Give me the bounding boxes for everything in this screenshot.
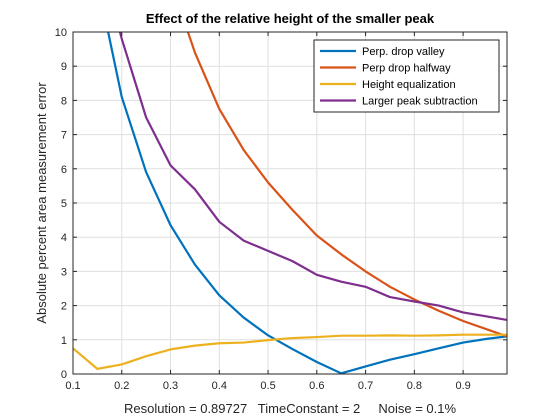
x-axis-label: Resolution = 0.89727 TimeConstant = 2 No… — [124, 401, 456, 416]
x-tick-label: 0.7 — [358, 380, 373, 392]
x-tick-label: 0.4 — [212, 380, 227, 392]
x-tick-label: 0.2 — [114, 380, 129, 392]
x-tick-label: 0.9 — [455, 380, 470, 392]
y-tick-label: 8 — [61, 95, 67, 107]
y-tick-label: 0 — [61, 369, 67, 381]
chart-title: Effect of the relative height of the sma… — [146, 11, 435, 26]
series-line — [73, 333, 507, 370]
y-tick-label: 4 — [61, 232, 67, 244]
series-line — [186, 32, 507, 338]
legend-label: Perp drop halfway — [362, 63, 451, 75]
y-tick-label: 2 — [61, 301, 67, 313]
series-line — [107, 32, 507, 374]
y-tick-label: 10 — [55, 27, 67, 39]
legend-label: Larger peak subtraction — [362, 96, 478, 108]
series-line — [118, 32, 507, 322]
y-tick-label: 5 — [61, 198, 67, 210]
y-tick-label: 6 — [61, 164, 67, 176]
x-tick-label: 0.1 — [65, 380, 80, 392]
y-tick-label: 1 — [61, 335, 67, 347]
legend: Perp. drop valley Perp drop halfway Height… — [313, 39, 500, 113]
y-tick-label: 3 — [61, 266, 67, 278]
legend-label: Height equalization — [362, 79, 456, 91]
y-tick-label: 9 — [61, 61, 67, 73]
x-tick-label: 0.5 — [260, 380, 275, 392]
x-tick-label: 0.3 — [163, 380, 178, 392]
x-tick-label: 0.8 — [407, 380, 422, 392]
y-tick-label: 7 — [61, 130, 67, 142]
y-axis-label: Absolute percent area measurement error — [34, 82, 49, 324]
legend-label: Perp. drop valley — [362, 46, 445, 58]
x-tick-label: 0.6 — [309, 380, 324, 392]
